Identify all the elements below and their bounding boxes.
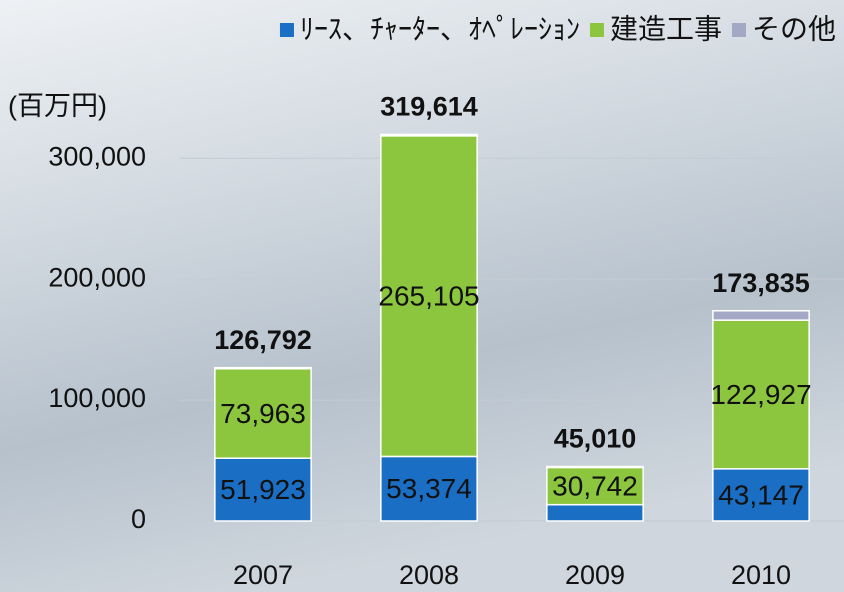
bar-segment [381, 134, 477, 135]
y-tick-label: 200,000 [48, 262, 146, 292]
x-tick-label: 2007 [233, 560, 293, 590]
value-label: 43,147 [718, 479, 804, 510]
total-label: 45,010 [554, 424, 637, 454]
value-label: 53,374 [386, 473, 472, 504]
unit-label: (百万円) [8, 91, 107, 121]
total-label: 126,792 [214, 325, 312, 355]
value-label: 30,742 [552, 470, 638, 501]
bar-segment [215, 368, 311, 369]
legend-swatch [280, 23, 294, 37]
bar-segment [547, 467, 643, 468]
y-tick-label: 100,000 [48, 383, 146, 413]
chart: (百万円) 0 100,000 200,000 300,000 51,923 73,963… [0, 0, 844, 592]
x-tick-label: 2009 [565, 560, 625, 590]
bar-segment [547, 505, 643, 521]
legend-label: その他 [752, 13, 836, 44]
legend-label: ﾘｰｽ、ﾁｬｰﾀｰ、ｵﾍﾟﾚｰｼｮﾝ [300, 13, 580, 44]
value-label: 73,963 [220, 398, 306, 429]
legend-swatch [732, 23, 746, 37]
value-label: 265,105 [378, 281, 479, 312]
total-label: 319,614 [380, 92, 478, 122]
y-tick-label: 0 [131, 504, 146, 534]
y-tick-label: 300,000 [48, 141, 146, 171]
legend-swatch [590, 23, 604, 37]
total-label: 173,835 [712, 268, 810, 298]
value-label: 51,923 [220, 474, 306, 505]
x-tick-label: 2010 [731, 560, 791, 590]
value-label: 122,927 [710, 379, 811, 410]
legend-label: 建造工事 [610, 13, 722, 44]
bar-segment [713, 311, 809, 320]
x-tick-label: 2008 [399, 560, 459, 590]
